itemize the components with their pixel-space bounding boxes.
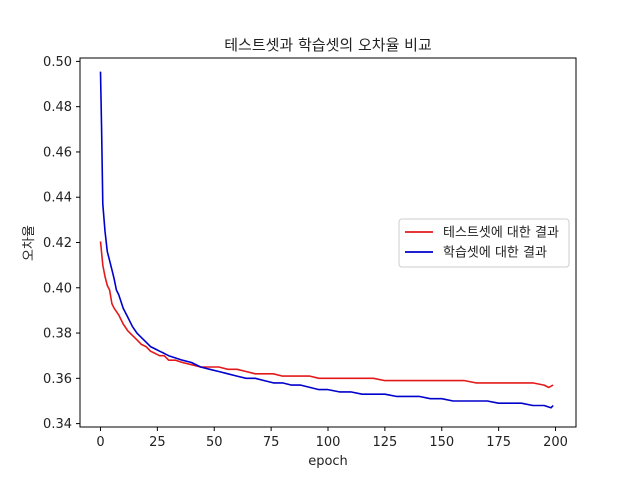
y-tick-label: 0.46 [43,145,72,160]
legend-box [398,218,570,268]
x-tick-label: 25 [149,435,166,450]
plot-area: 0 25 50 75 100 125 150 175 200 0.34 0.36 0.38 0.40 0.… [43,55,577,450]
y-tick-label: 0.50 [43,55,72,70]
y-tick-label: 0.40 [43,281,72,296]
series-line-2 [99,71,554,409]
y-tick-label: 0.44 [43,191,72,206]
chart-title: 테스트셋과 학습셋의 오차율 비교 [224,36,432,54]
y-tick-label: 0.42 [43,236,72,251]
series-line-1 [99,241,554,389]
x-tick-label: 75 [263,435,280,450]
x-tick-label: 200 [543,435,568,450]
y-tick-label: 0.36 [43,372,72,387]
x-tick-label: 0 [96,435,104,450]
x-tick-label: 50 [206,435,223,450]
legend-label-2: 학습셋에 대한 결과 [443,246,547,261]
x-axis-label: epoch [308,454,348,469]
y-tick-label: 0.38 [43,327,72,342]
x-tick-label: 175 [486,435,511,450]
x-tick-label: 150 [429,435,454,450]
x-tick-label: 100 [316,435,341,450]
y-axis-label: 오차율 [22,225,37,261]
x-tick-label: 125 [372,435,397,450]
y-tick-label: 0.34 [43,417,72,432]
y-tick-label: 0.48 [43,100,72,115]
legend-label-1: 테스트셋에 대한 결과 [443,226,559,241]
